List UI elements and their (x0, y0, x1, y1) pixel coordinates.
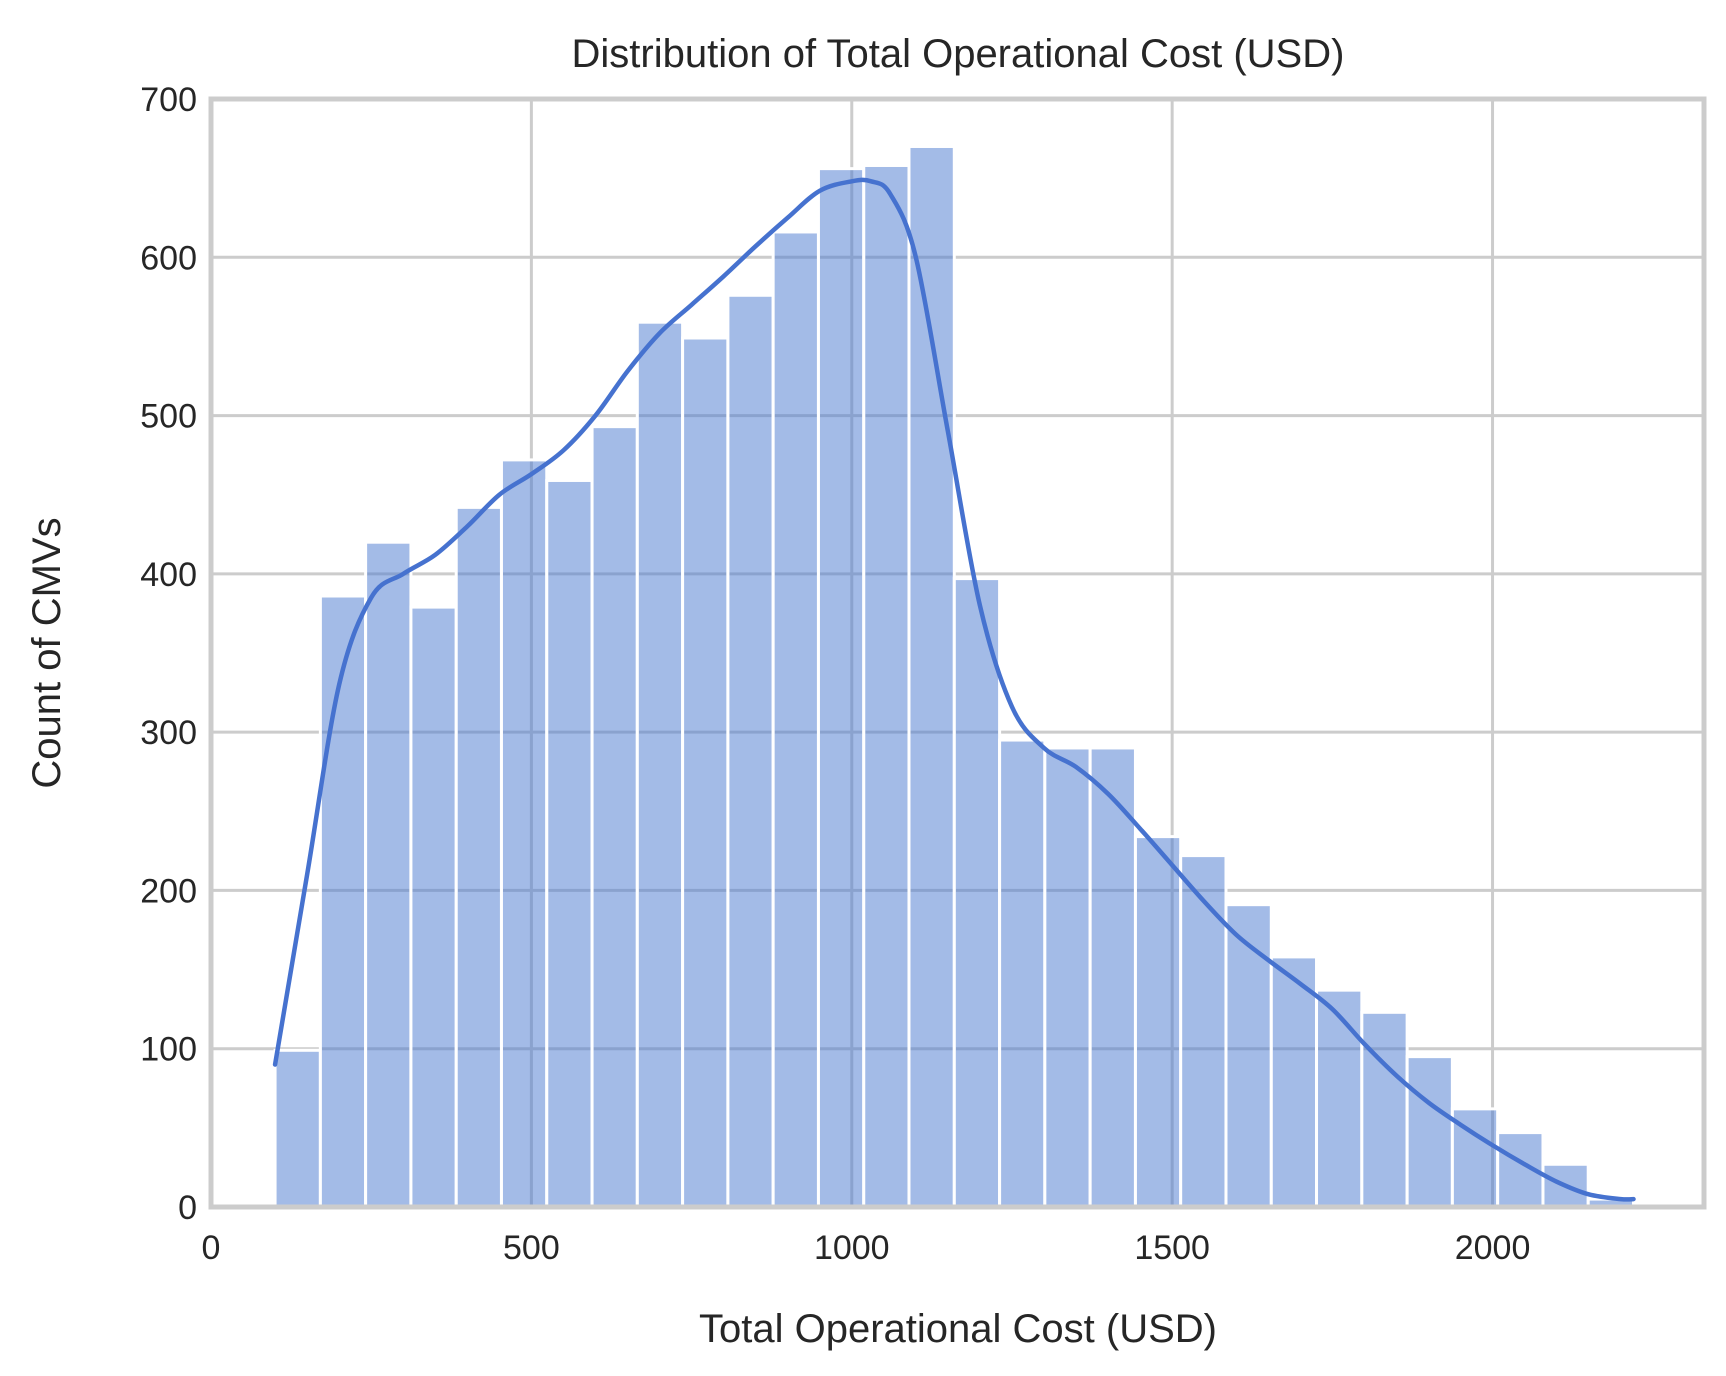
histogram-bar-8 (635, 320, 685, 1209)
histogram-bar-17 (1043, 746, 1092, 1209)
histogram-bar-2 (364, 540, 413, 1209)
histogram-bar-1 (318, 594, 368, 1209)
histogram-bar-7 (590, 425, 639, 1209)
histogram-bar-25 (1405, 1055, 1454, 1209)
x-tick-labels: 0 500 1000 1500 2000 (202, 1229, 1531, 1267)
x-tick-label-4: 2000 (1455, 1229, 1531, 1267)
histogram-bar-21 (1224, 903, 1273, 1209)
x-tick-label-2: 1000 (814, 1229, 890, 1267)
histogram-bar-13 (862, 163, 911, 1209)
histogram-bar-16 (998, 738, 1047, 1209)
y-tick-label-2: 200 (140, 872, 197, 910)
histogram-bar-3 (409, 605, 458, 1209)
histogram-bar-15 (952, 577, 1002, 1209)
x-tick-label-0: 0 (202, 1229, 221, 1267)
plot-frame (208, 96, 1707, 1210)
kde-layer (272, 177, 1636, 1202)
x-tick-label-1: 500 (503, 1229, 560, 1267)
y-tick-label-7: 700 (140, 81, 197, 119)
histogram-bar-14 (907, 144, 956, 1209)
histogram-bar-24 (1360, 1010, 1409, 1209)
histogram-bar-4 (454, 505, 503, 1209)
y-tick-label-3: 300 (140, 714, 197, 752)
y-tick-label-5: 500 (140, 398, 197, 436)
histogram-bar-5 (499, 458, 549, 1209)
x-axis-label: Total Operational Cost (USD) (699, 1307, 1217, 1351)
y-tick-labels: 0 100 200 300 400 500 600 700 (140, 81, 197, 1227)
x-tick-label-3: 1500 (1134, 1229, 1210, 1267)
y-tick-label-6: 600 (140, 239, 197, 277)
y-tick-label-4: 400 (140, 556, 197, 594)
histogram-bar-9 (681, 336, 730, 1209)
histogram-bar-6 (545, 478, 594, 1209)
histogram-bar-22 (1269, 955, 1319, 1209)
histogram-bar-20 (1179, 854, 1228, 1209)
bar-layer (273, 144, 1636, 1209)
histogram-bar-0 (273, 1048, 322, 1209)
histogram-bar-19 (1133, 835, 1183, 1209)
histogram-bar-23 (1315, 988, 1364, 1209)
y-tick-label-0: 0 (178, 1189, 197, 1227)
histogram-bar-18 (1088, 746, 1137, 1209)
histogram-bar-11 (771, 230, 820, 1209)
histogram-bar-10 (726, 293, 775, 1209)
histogram-bar-12 (816, 167, 866, 1209)
kde-curve (272, 177, 1636, 1202)
chart-title: Distribution of Total Operational Cost (… (572, 32, 1345, 76)
y-tick-label-1: 100 (140, 1031, 197, 1069)
y-axis-label: Count of CMVs (25, 517, 69, 788)
